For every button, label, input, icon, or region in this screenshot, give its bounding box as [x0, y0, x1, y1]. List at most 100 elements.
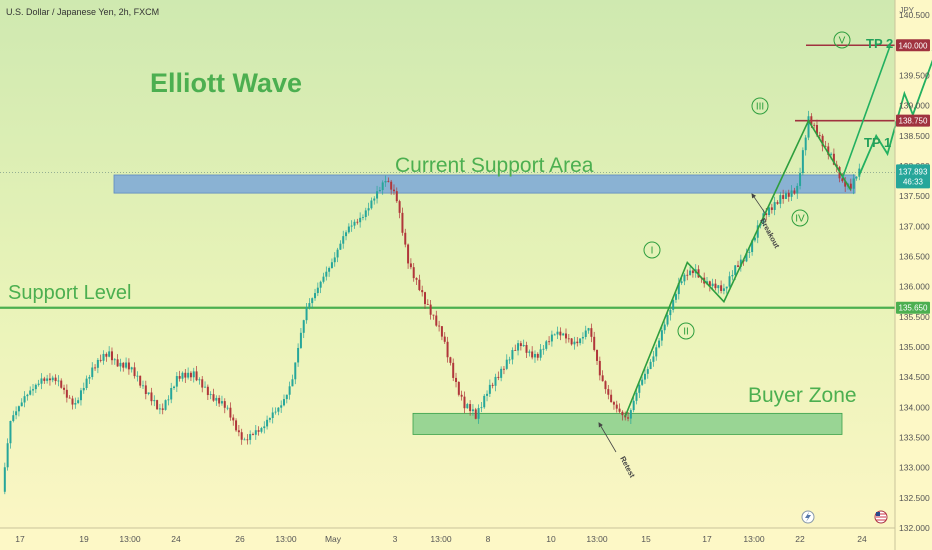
candle-body — [136, 375, 139, 377]
candle-body — [565, 333, 567, 339]
candle-body — [629, 410, 632, 419]
candle-body — [643, 373, 646, 380]
candle-body — [832, 153, 835, 165]
candle-body — [173, 386, 176, 388]
candle-body — [32, 389, 35, 391]
wave-4-label: IV — [795, 214, 805, 225]
x-tick-label: 24 — [171, 534, 181, 544]
candle-body — [587, 328, 590, 331]
candle-body — [288, 386, 291, 395]
candle-body — [330, 262, 333, 268]
candle-body — [683, 274, 686, 282]
symbol-header: U.S. Dollar / Japanese Yen, 2h, FXCM — [6, 7, 160, 17]
candle-body — [576, 341, 579, 344]
candle-body — [254, 430, 257, 435]
candle-body — [316, 287, 319, 294]
projection-path-alt — [841, 45, 892, 179]
candle-body — [409, 263, 412, 268]
candle-body — [404, 232, 407, 245]
candle-body — [813, 124, 816, 126]
candle-body — [139, 375, 142, 386]
candle-body — [359, 217, 362, 223]
candle-body — [452, 362, 455, 378]
candle-body — [514, 350, 517, 351]
candle-body — [567, 338, 570, 340]
candle-body — [68, 397, 71, 399]
candle-body — [387, 180, 390, 182]
candle-body — [94, 367, 97, 369]
candle-body — [753, 237, 756, 241]
candle-body — [347, 226, 350, 233]
candle-body — [511, 350, 514, 360]
candle-body — [384, 180, 387, 183]
tp1-label: TP 1 — [864, 135, 891, 150]
x-tick-label: 19 — [79, 534, 89, 544]
candle-body — [350, 225, 353, 227]
candle-body — [505, 359, 508, 369]
x-tick-label: 17 — [15, 534, 25, 544]
candle-body — [319, 281, 322, 288]
candle-body — [474, 409, 477, 419]
buyer-zone — [412, 412, 843, 435]
x-tick-label: 13:00 — [586, 534, 608, 544]
candle-body — [178, 376, 181, 379]
candle-body — [615, 404, 618, 409]
candle-body — [212, 394, 215, 401]
tp1-price-tag-bg — [896, 114, 930, 127]
candle-body — [373, 198, 376, 201]
candle-body — [40, 378, 43, 384]
candle-body — [353, 221, 356, 226]
candle-body — [280, 405, 283, 408]
candle-body — [486, 393, 489, 396]
candle-body — [438, 325, 441, 327]
candle-body — [60, 380, 63, 388]
buyer-zone-label: Buyer Zone — [748, 384, 857, 407]
candle-body — [142, 385, 144, 387]
x-tick-label: 13:00 — [430, 534, 452, 544]
candle-body — [790, 190, 793, 197]
candle-body — [782, 195, 785, 199]
candle-body — [720, 285, 723, 291]
current-support-label: Current Support Area — [395, 154, 594, 177]
candle-body — [297, 347, 300, 363]
candle-body — [635, 392, 638, 401]
candle-body — [596, 349, 599, 361]
candle-body — [621, 411, 624, 416]
candle-body — [311, 298, 314, 304]
x-tick-label: 15 — [641, 534, 651, 544]
candle-body — [274, 411, 277, 413]
candle-body — [849, 183, 852, 189]
candle-body — [421, 290, 424, 293]
candle-body — [339, 243, 342, 250]
candle-body — [220, 401, 223, 404]
candle-body — [618, 408, 621, 412]
y-tick-label: 133.500 — [899, 432, 930, 442]
candle-body — [756, 225, 759, 238]
candle-body — [584, 330, 587, 337]
candle-body — [455, 377, 458, 382]
candle-body — [17, 406, 20, 412]
candle-body — [488, 384, 491, 394]
candle-body — [43, 378, 46, 381]
candle-body — [175, 376, 178, 387]
candle-body — [99, 359, 102, 361]
candle-body — [429, 304, 432, 315]
candle-body — [570, 338, 573, 345]
candle-body — [20, 402, 23, 407]
candle-body — [604, 381, 607, 390]
y-tick-label: 133.000 — [899, 463, 930, 473]
y-tick-label: 132.500 — [899, 493, 930, 503]
candle-body — [37, 383, 40, 385]
x-tick-label: 10 — [546, 534, 556, 544]
candle-body — [325, 271, 328, 277]
current-price-tag-bg — [896, 164, 930, 189]
wave-2-circle — [677, 322, 695, 340]
candle-body — [392, 189, 395, 192]
candle-body — [91, 367, 94, 378]
candle-body — [15, 411, 18, 416]
candle-body — [722, 288, 725, 291]
candle-body — [443, 336, 446, 342]
candle-body — [322, 276, 325, 282]
candle-body — [48, 378, 51, 381]
